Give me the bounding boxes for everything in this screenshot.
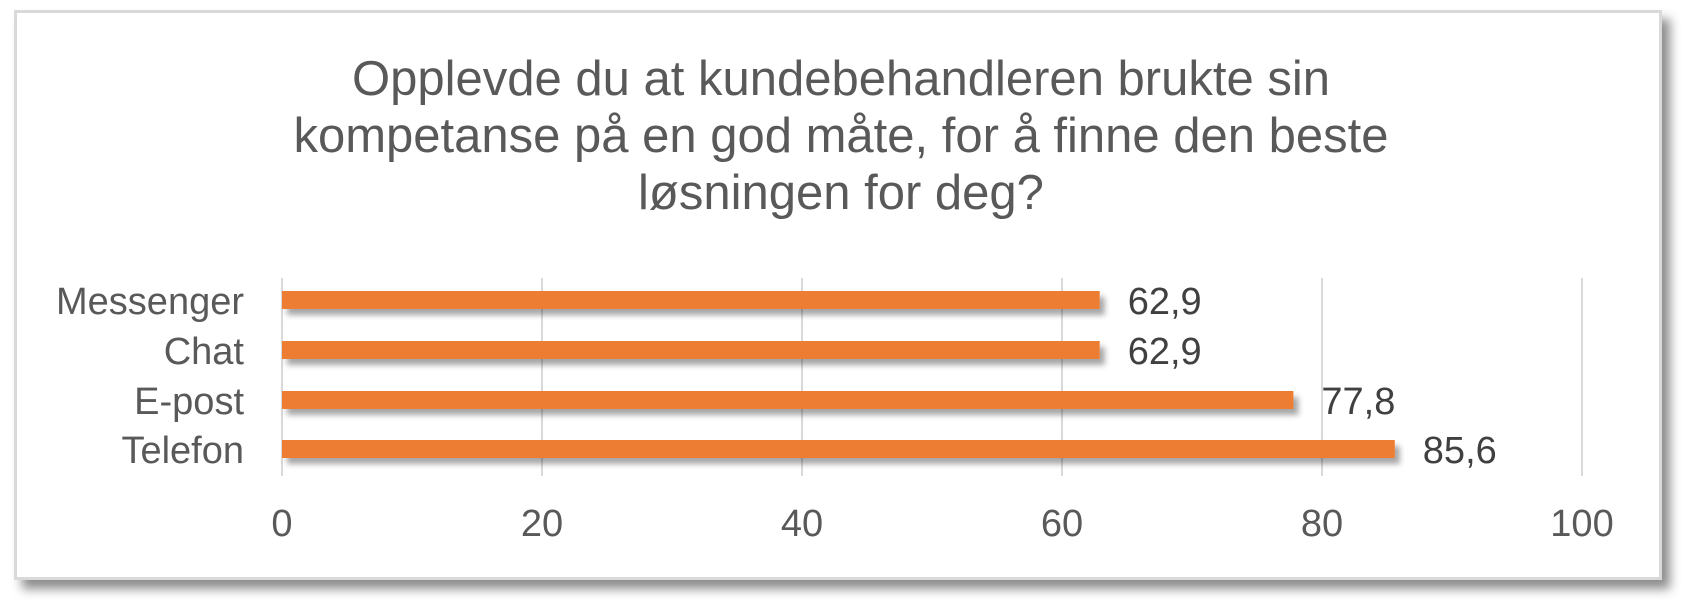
category-label: E-post: [134, 381, 244, 423]
bars: [282, 291, 1395, 458]
data-label: 62,9: [1128, 331, 1202, 373]
x-tick-label: 80: [1301, 503, 1343, 545]
x-tick-label: 100: [1550, 503, 1613, 545]
category-label: Messenger: [56, 281, 244, 323]
data-label: 77,8: [1321, 381, 1395, 423]
data-label: 85,6: [1423, 430, 1497, 472]
category-labels: Messenger Chat E-post Telefon: [56, 281, 244, 472]
bar-telefon: [282, 440, 1395, 458]
data-labels: 62,9 62,9 77,8 85,6: [1128, 281, 1497, 472]
bar-chat: [282, 341, 1100, 359]
x-tick-label: 40: [781, 503, 823, 545]
x-tick-label: 0: [271, 503, 292, 545]
chart-title-line-3: løsningen for deg?: [638, 166, 1044, 220]
bar-e-post: [282, 391, 1294, 409]
chart-title: Opplevde du at kundebehandleren brukte s…: [17, 51, 1665, 222]
category-label: Telefon: [121, 430, 244, 472]
chart-title-line-1: Opplevde du at kundebehandleren brukte s…: [352, 52, 1330, 106]
bar-messenger: [282, 291, 1100, 309]
x-tick-label: 20: [521, 503, 563, 545]
data-label: 62,9: [1128, 281, 1202, 323]
x-axis-tick-labels: 0 20 40 60 80 100: [271, 503, 1613, 545]
category-label: Chat: [164, 331, 245, 373]
chart-title-line-2: kompetanse på en god måte, for å finne d…: [293, 109, 1389, 163]
x-tick-label: 60: [1041, 503, 1083, 545]
